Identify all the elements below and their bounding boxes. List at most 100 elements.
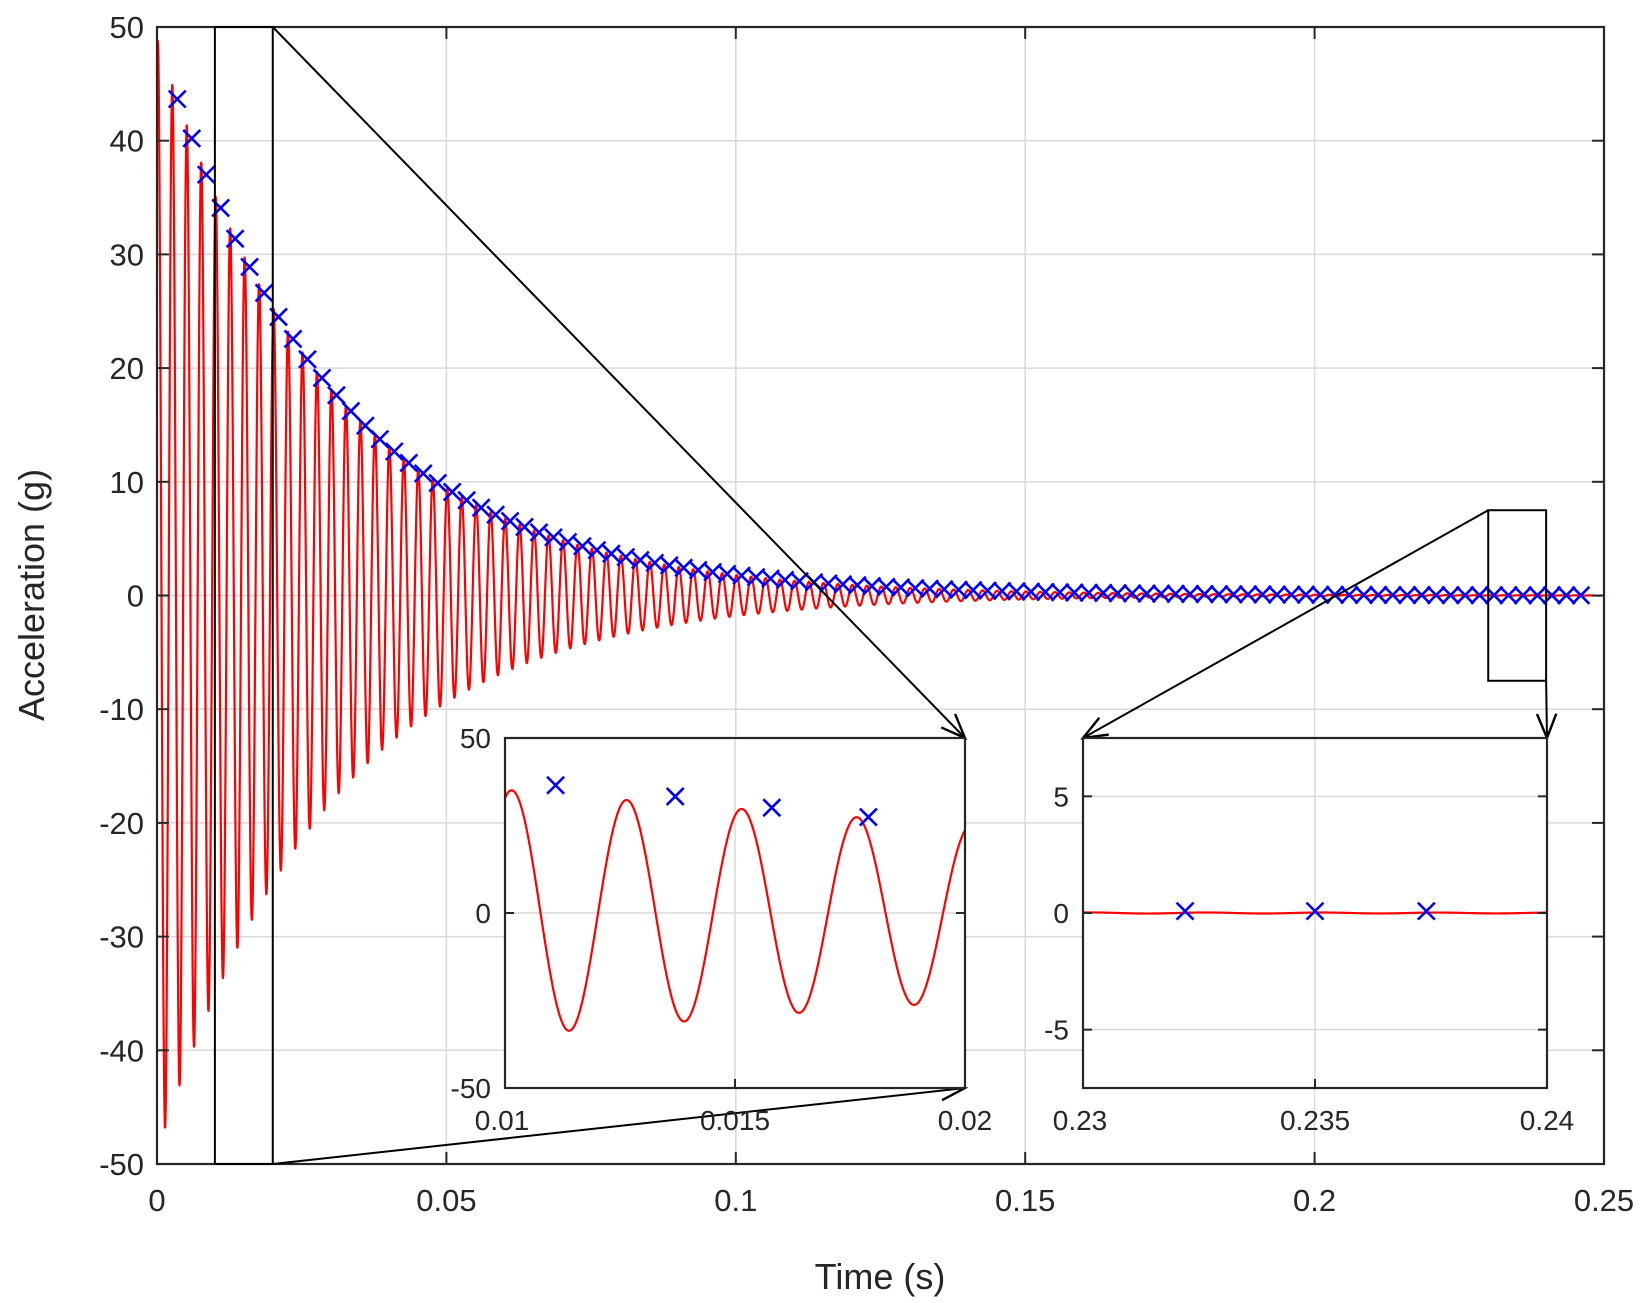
peak-marker bbox=[370, 429, 390, 449]
peak-marker bbox=[1499, 585, 1518, 605]
inset-y-tick-label: 0 bbox=[1053, 898, 1069, 929]
peak-marker bbox=[587, 540, 607, 560]
peak-marker bbox=[312, 368, 332, 388]
peak-marker bbox=[1282, 585, 1301, 605]
main-peak-markers bbox=[167, 89, 1591, 605]
peak-marker bbox=[1238, 584, 1258, 604]
inset-y-tick-label: 0 bbox=[475, 898, 491, 929]
y-tick-label: 20 bbox=[110, 351, 144, 386]
inset-x-tick-label: 0.01 bbox=[475, 1105, 530, 1136]
peak-marker bbox=[1426, 585, 1446, 605]
peak-marker bbox=[1093, 583, 1113, 603]
peak-marker bbox=[558, 532, 578, 552]
inset-y-tick-label: 5 bbox=[1053, 781, 1069, 812]
inset-peak-marker bbox=[546, 775, 566, 795]
peak-marker bbox=[1108, 583, 1128, 603]
inset-y-tick-label: 50 bbox=[460, 723, 491, 754]
peak-marker bbox=[876, 577, 896, 597]
peak-marker bbox=[572, 536, 592, 556]
peak-marker bbox=[471, 498, 491, 518]
inset-acceleration-trace bbox=[503, 789, 966, 1032]
peak-marker bbox=[182, 129, 202, 148]
zoom-connector-line bbox=[272, 1087, 966, 1165]
y-tick-label: 40 bbox=[110, 124, 144, 159]
peak-marker bbox=[1253, 585, 1272, 604]
peak-marker bbox=[1036, 582, 1055, 602]
y-tick-label: -10 bbox=[99, 692, 144, 727]
inset-grid bbox=[505, 738, 965, 1088]
main-ticks bbox=[156, 26, 1605, 1165]
peak-marker bbox=[1064, 583, 1084, 602]
peak-marker bbox=[486, 505, 506, 525]
peak-marker bbox=[949, 580, 969, 600]
peak-marker bbox=[457, 490, 477, 510]
x-tick-label: 0.1 bbox=[714, 1183, 757, 1218]
peak-marker bbox=[413, 463, 433, 483]
peak-marker bbox=[934, 579, 954, 599]
peak-marker bbox=[630, 550, 650, 570]
y-tick-label: 50 bbox=[110, 10, 144, 45]
inset-peak-marker bbox=[1305, 901, 1325, 921]
peak-marker bbox=[1528, 585, 1547, 605]
inset-ticks: 0.01 0.015 0.02 -50 0 50 bbox=[451, 723, 993, 1136]
inset-y-tick-label: -50 bbox=[451, 1073, 491, 1104]
peak-marker bbox=[818, 573, 838, 593]
x-tick-label: 0.05 bbox=[416, 1183, 476, 1218]
inset-x-tick-label: 0.235 bbox=[1280, 1105, 1350, 1136]
peak-marker bbox=[1079, 583, 1099, 603]
peak-marker bbox=[1267, 585, 1287, 604]
peak-marker bbox=[1397, 585, 1417, 605]
y-tick-label: 0 bbox=[127, 579, 144, 614]
peak-marker bbox=[1166, 584, 1186, 604]
peak-marker bbox=[847, 575, 867, 595]
x-axis-title: Time (s) bbox=[815, 1256, 946, 1297]
inset-peak-marker bbox=[665, 787, 685, 806]
peak-marker bbox=[1195, 584, 1215, 604]
peak-marker bbox=[283, 329, 303, 349]
y-tick-label: -30 bbox=[99, 920, 144, 955]
peak-marker bbox=[1513, 585, 1533, 605]
peak-marker bbox=[1556, 585, 1576, 605]
peak-marker bbox=[500, 511, 520, 531]
peak-marker bbox=[920, 579, 940, 599]
peak-marker bbox=[833, 574, 853, 594]
peak-marker bbox=[1368, 585, 1388, 605]
y-tick-label: 10 bbox=[110, 465, 144, 500]
peak-marker bbox=[1571, 585, 1591, 605]
peak-marker bbox=[601, 544, 621, 564]
x-tick-label: 0.2 bbox=[1293, 1183, 1336, 1218]
y-axis-title: Acceleration (g) bbox=[11, 469, 52, 721]
peak-marker bbox=[399, 453, 419, 473]
main-tick-labels: 0 0.05 0.1 0.15 0.2 0.25-50-40-30-20-10010203… bbox=[99, 10, 1634, 1218]
peak-marker bbox=[1296, 585, 1316, 605]
peak-marker bbox=[341, 401, 361, 421]
zoom-region-rect bbox=[213, 26, 274, 1165]
zoom-connector-line bbox=[1545, 680, 1548, 739]
peak-marker bbox=[790, 571, 809, 591]
peak-marker bbox=[196, 165, 216, 185]
peak-marker bbox=[298, 349, 317, 369]
peak-marker bbox=[442, 482, 462, 502]
peak-marker bbox=[1470, 585, 1489, 605]
inset-y-tick-label: -5 bbox=[1044, 1015, 1069, 1046]
peak-marker bbox=[1339, 585, 1359, 605]
x-tick-label: 0.25 bbox=[1574, 1183, 1634, 1218]
peak-marker bbox=[1007, 581, 1026, 601]
inset-peak-marker bbox=[1416, 901, 1436, 921]
inset-plot-early: 0.01 0.015 0.02 -50 0 50 bbox=[451, 723, 993, 1136]
peak-marker bbox=[544, 527, 563, 547]
peak-marker bbox=[384, 442, 404, 461]
peak-marker bbox=[1224, 584, 1243, 604]
peak-marker bbox=[167, 89, 187, 109]
y-tick-label: -50 bbox=[99, 1147, 144, 1182]
zoom-region-rect bbox=[1487, 509, 1548, 682]
inset-x-tick-label: 0.24 bbox=[1520, 1105, 1575, 1136]
peak-marker bbox=[862, 576, 882, 596]
zoom-connector-line bbox=[1082, 509, 1489, 739]
peak-marker bbox=[240, 257, 260, 277]
peak-marker bbox=[1151, 584, 1171, 604]
peak-marker bbox=[963, 580, 983, 600]
inset-peak-marker bbox=[762, 798, 782, 818]
peak-marker bbox=[1180, 584, 1200, 604]
